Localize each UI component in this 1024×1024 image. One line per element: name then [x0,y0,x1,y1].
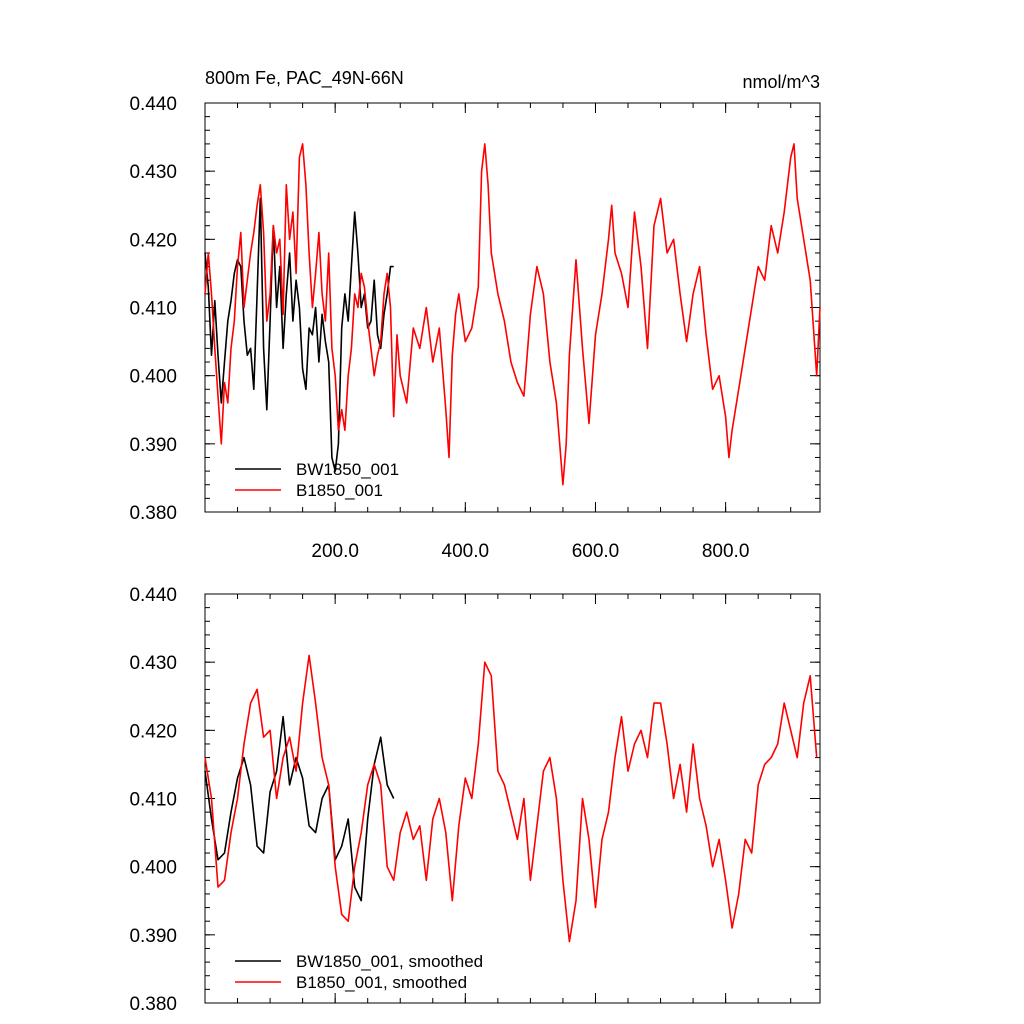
bottom-panel: 0.380 0.390 0.400 0.410 0.420 0.430 0.440 BW18… [129,585,821,1015]
legend-label-bw1850-smoothed: BW1850_001, smoothed [296,952,483,971]
units-label: nmol/m^3 [743,72,820,92]
y-tick-label: 0.390 [129,926,177,947]
y-tick-label: 0.430 [129,162,177,183]
bottom-legend: BW1850_001, smoothed B1850_001, smoothed [235,952,483,992]
x-tick-label: 400.0 [442,541,490,562]
x-tick-label: 600.0 [572,541,620,562]
y-tick-label: 0.410 [129,299,177,320]
y-tick-label: 0.440 [129,94,177,115]
y-tick-label: 0.430 [129,653,177,674]
series-line-bw1850-smoothed [204,715,395,902]
top-series-lines [204,143,821,486]
y-tick-label: 0.380 [129,994,177,1015]
y-tick-label: 0.440 [129,585,177,606]
top-legend: BW1850_001 B1850_001 [235,460,399,500]
bottom-series-lines [204,654,818,943]
top-axis-ticks: 0.380 0.390 0.400 0.410 0.420 0.430 0.440 200.0… [129,94,820,562]
y-tick-label: 0.400 [129,367,177,388]
series-line-b1850 [204,143,821,486]
y-tick-label: 0.400 [129,858,177,879]
bottom-plot-frame [204,593,821,1004]
bottom-axis-ticks: 0.380 0.390 0.400 0.410 0.420 0.430 0.440 [129,585,820,1015]
top-panel: 800m Fe, PAC_49N-66N nmol/m^3 0.380 0.390… [129,68,821,562]
legend-label-bw1850: BW1850_001 [296,460,399,479]
series-line-b1850-smoothed [204,654,818,943]
y-tick-label: 0.380 [129,503,177,524]
y-tick-label: 0.410 [129,790,177,811]
y-tick-label: 0.420 [129,721,177,742]
x-tick-label: 800.0 [702,541,750,562]
legend-label-b1850-smoothed: B1850_001, smoothed [296,973,467,992]
series-line-bw1850 [204,197,394,472]
chart-title: 800m Fe, PAC_49N-66N [205,68,404,89]
x-tick-label: 200.0 [311,541,359,562]
legend-label-b1850: B1850_001 [296,481,383,500]
y-tick-label: 0.390 [129,435,177,456]
y-tick-label: 0.420 [129,230,177,251]
